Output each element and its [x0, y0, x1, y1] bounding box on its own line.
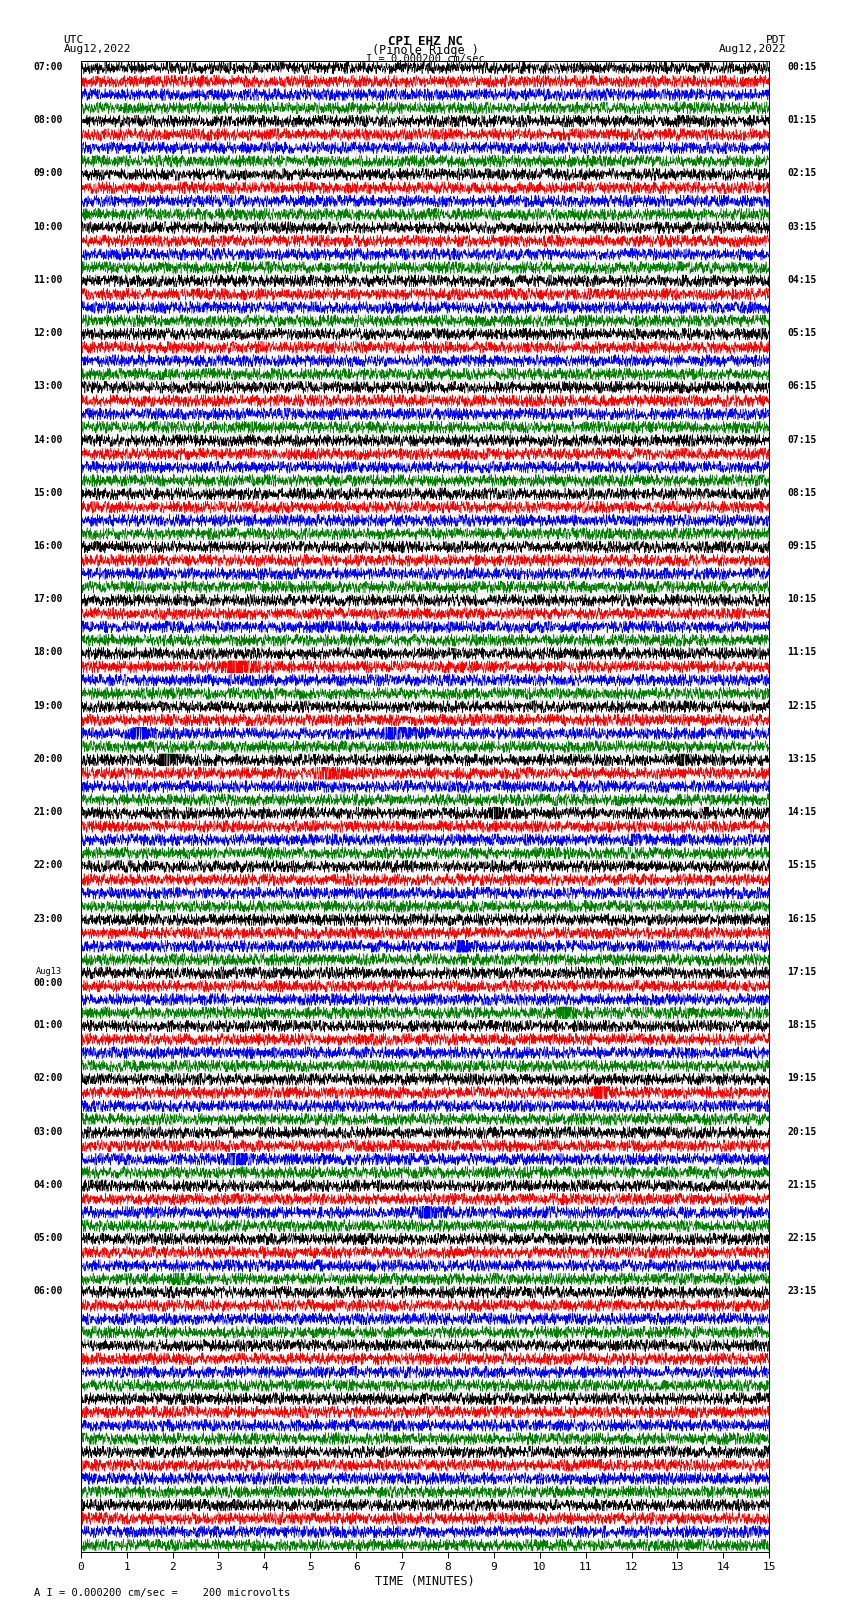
Text: 01:15: 01:15	[788, 115, 817, 126]
Text: 22:00: 22:00	[33, 860, 62, 871]
Text: 05:15: 05:15	[788, 327, 817, 339]
Text: Aug13: Aug13	[37, 966, 62, 976]
Text: 04:00: 04:00	[33, 1179, 62, 1190]
X-axis label: TIME (MINUTES): TIME (MINUTES)	[375, 1574, 475, 1587]
Text: 14:00: 14:00	[33, 434, 62, 445]
Text: 16:00: 16:00	[33, 540, 62, 552]
Text: 07:15: 07:15	[788, 434, 817, 445]
Text: CPI EHZ NC: CPI EHZ NC	[388, 35, 462, 48]
Text: 16:15: 16:15	[788, 913, 817, 924]
Text: 01:00: 01:00	[33, 1019, 62, 1031]
Text: 00:15: 00:15	[788, 61, 817, 73]
Text: 21:15: 21:15	[788, 1179, 817, 1190]
Text: 03:15: 03:15	[788, 221, 817, 232]
Text: 04:15: 04:15	[788, 274, 817, 286]
Text: 10:15: 10:15	[788, 594, 817, 605]
Text: 20:00: 20:00	[33, 753, 62, 765]
Text: 00:00: 00:00	[33, 977, 62, 989]
Text: 07:00: 07:00	[33, 61, 62, 73]
Text: 11:15: 11:15	[788, 647, 817, 658]
Text: 05:00: 05:00	[33, 1232, 62, 1244]
Text: 23:00: 23:00	[33, 913, 62, 924]
Text: Aug12,2022: Aug12,2022	[64, 44, 131, 55]
Text: UTC: UTC	[64, 35, 84, 45]
Text: 09:15: 09:15	[788, 540, 817, 552]
Text: PDT: PDT	[766, 35, 786, 45]
Text: I = 0.000200 cm/sec: I = 0.000200 cm/sec	[366, 53, 484, 63]
Text: 09:00: 09:00	[33, 168, 62, 179]
Text: 02:15: 02:15	[788, 168, 817, 179]
Text: 12:15: 12:15	[788, 700, 817, 711]
Text: 19:15: 19:15	[788, 1073, 817, 1084]
Text: 06:00: 06:00	[33, 1286, 62, 1297]
Text: 12:00: 12:00	[33, 327, 62, 339]
Text: 08:15: 08:15	[788, 487, 817, 498]
Text: 17:15: 17:15	[788, 966, 817, 977]
Text: (Pinole Ridge ): (Pinole Ridge )	[371, 44, 479, 58]
Text: 03:00: 03:00	[33, 1126, 62, 1137]
Text: 21:00: 21:00	[33, 806, 62, 818]
Text: 15:15: 15:15	[788, 860, 817, 871]
Text: 13:15: 13:15	[788, 753, 817, 765]
Text: 18:00: 18:00	[33, 647, 62, 658]
Text: 22:15: 22:15	[788, 1232, 817, 1244]
Text: 13:00: 13:00	[33, 381, 62, 392]
Text: 06:15: 06:15	[788, 381, 817, 392]
Text: 11:00: 11:00	[33, 274, 62, 286]
Text: A I = 0.000200 cm/sec =    200 microvolts: A I = 0.000200 cm/sec = 200 microvolts	[34, 1589, 290, 1598]
Text: 02:00: 02:00	[33, 1073, 62, 1084]
Text: 10:00: 10:00	[33, 221, 62, 232]
Text: 18:15: 18:15	[788, 1019, 817, 1031]
Text: 23:15: 23:15	[788, 1286, 817, 1297]
Text: 19:00: 19:00	[33, 700, 62, 711]
Text: 15:00: 15:00	[33, 487, 62, 498]
Text: 20:15: 20:15	[788, 1126, 817, 1137]
Text: 08:00: 08:00	[33, 115, 62, 126]
Text: Aug12,2022: Aug12,2022	[719, 44, 786, 55]
Text: 14:15: 14:15	[788, 806, 817, 818]
Text: 17:00: 17:00	[33, 594, 62, 605]
